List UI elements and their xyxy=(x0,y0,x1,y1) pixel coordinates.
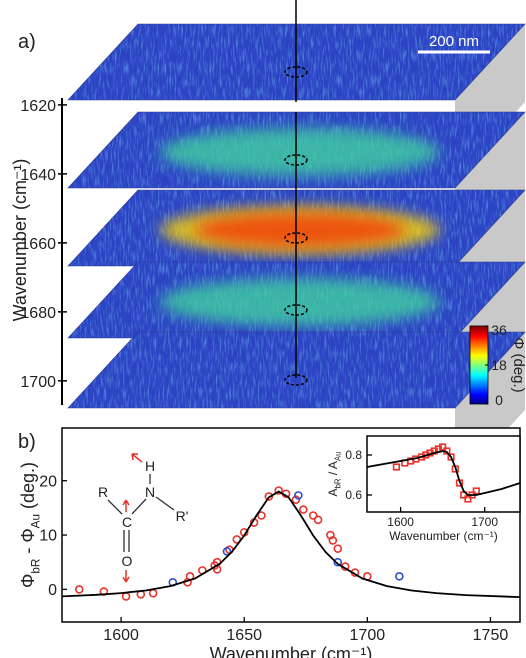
y-axis-label-part: - Φ xyxy=(18,528,38,558)
y-axis-label-part: / A xyxy=(326,461,340,478)
point xyxy=(333,544,343,553)
y-tick-label: 0.6 xyxy=(345,488,362,502)
y-axis-label-sub: Au xyxy=(29,514,42,528)
slice-edge xyxy=(67,23,526,101)
y-tick-label: 1700 xyxy=(20,374,56,391)
y-tick-label: 20 xyxy=(39,473,57,490)
plot-b: 1600 1650 1700 1750 0 10 20 Wavenumber (cm⁻¹) Φb… xyxy=(18,427,521,658)
atom: H xyxy=(145,458,155,474)
atom: N xyxy=(145,484,155,500)
hotspot xyxy=(195,213,405,247)
point xyxy=(313,515,323,525)
hotspot xyxy=(160,128,440,176)
x-tick-label: 1600 xyxy=(387,515,414,529)
x-tick-label: 1650 xyxy=(226,627,262,644)
atom: C xyxy=(122,514,132,530)
y-axis-label: Wavenumber (cm⁻¹) xyxy=(10,159,30,322)
y-axis-label: AbR / AAu xyxy=(326,452,343,497)
point xyxy=(464,495,472,503)
slice-edge xyxy=(67,111,526,189)
point xyxy=(222,547,232,556)
y-tick-label: 0.8 xyxy=(345,448,362,462)
axis-a: 1620 1640 1660 1680 1700 Wavenumber (cm⁻¹) 0 18… xyxy=(10,98,526,408)
hotspot xyxy=(160,278,440,326)
point xyxy=(333,557,343,567)
plot-frame xyxy=(366,435,521,513)
y-axis-label: ΦbR - ΦAu (deg.) xyxy=(18,462,42,588)
y-axis-label-part: Φ xyxy=(18,574,38,588)
point xyxy=(257,511,266,520)
atom: R' xyxy=(176,508,189,524)
y-axis-label-sub: Au xyxy=(334,452,343,462)
y-tick-label: 0 xyxy=(48,582,57,599)
molecule: H N R R' C O xyxy=(98,453,189,583)
slice xyxy=(68,332,525,408)
colorbar-tick-label: 36 xyxy=(491,322,507,338)
point xyxy=(291,495,301,505)
bond xyxy=(131,498,147,515)
panel-label: b) xyxy=(18,431,36,453)
x-tick-label: 1700 xyxy=(471,515,498,529)
scale-bar-label: 200 nm xyxy=(429,33,479,50)
point xyxy=(439,443,447,451)
point xyxy=(308,511,318,520)
point xyxy=(447,453,455,461)
probe-ring xyxy=(284,154,308,166)
x-tick-label: 1700 xyxy=(350,627,386,644)
x-tick-label: 1600 xyxy=(103,627,139,644)
fit-line xyxy=(366,450,521,496)
slice-stack: 200 nm xyxy=(67,0,526,486)
arrow xyxy=(122,499,130,512)
y-tick-label: 1640 xyxy=(20,167,56,184)
point xyxy=(392,463,401,471)
y-tick-label: 1680 xyxy=(20,305,56,322)
point xyxy=(395,572,404,581)
panel-label: a) xyxy=(18,31,36,53)
y-tick-label: 1620 xyxy=(20,98,56,115)
point xyxy=(274,486,283,495)
x-tick-label: 1750 xyxy=(473,627,509,644)
bond xyxy=(155,496,175,511)
point xyxy=(74,585,84,594)
y-axis-label-sub: bR xyxy=(334,478,343,488)
colorbar-tick-label: 18 xyxy=(491,357,507,373)
point xyxy=(264,492,274,501)
atom: R xyxy=(98,484,108,500)
arrow xyxy=(122,570,130,583)
fit-line xyxy=(61,490,521,599)
probe-ring xyxy=(284,66,308,78)
y-axis-label-sub: bR xyxy=(29,559,42,574)
y-axis-label-part: (deg.) xyxy=(18,462,38,514)
bond xyxy=(107,499,123,515)
probe-ring xyxy=(284,304,308,316)
x-axis-label: Wavenumber (cm⁻¹) xyxy=(389,529,498,543)
point xyxy=(328,536,338,545)
probe-ring xyxy=(284,232,308,244)
point xyxy=(472,487,480,495)
probe-ring xyxy=(284,374,308,386)
y-tick-label: 10 xyxy=(39,528,57,545)
point xyxy=(294,491,303,500)
colorbar-tick-label: 0 xyxy=(495,392,503,408)
colorbar-label: Φ (deg.) xyxy=(510,337,526,392)
x-axis-label: Wavenumber (cm⁻¹) xyxy=(210,644,373,658)
arrow xyxy=(131,453,143,463)
slice-edge xyxy=(67,331,526,409)
atom: O xyxy=(122,553,133,569)
y-axis-label-part: A xyxy=(326,488,340,496)
point xyxy=(299,505,308,514)
y-tick-label: 1660 xyxy=(20,236,56,253)
